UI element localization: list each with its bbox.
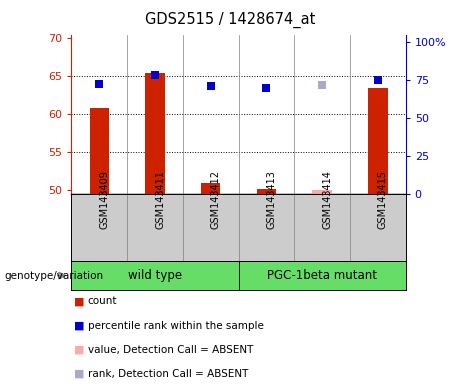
Text: ■: ■ (74, 296, 84, 306)
Text: value, Detection Call = ABSENT: value, Detection Call = ABSENT (88, 345, 253, 355)
Text: PGC-1beta mutant: PGC-1beta mutant (267, 269, 377, 282)
Text: count: count (88, 296, 117, 306)
Text: GSM143412: GSM143412 (211, 170, 221, 229)
Bar (257, 189, 276, 194)
Text: ■: ■ (74, 369, 84, 379)
Bar (368, 88, 388, 194)
Text: rank, Detection Call = ABSENT: rank, Detection Call = ABSENT (88, 369, 248, 379)
Text: GSM143413: GSM143413 (266, 170, 277, 229)
Text: ■: ■ (74, 321, 84, 331)
Bar (89, 108, 109, 194)
Text: GSM143415: GSM143415 (378, 170, 388, 229)
Text: GSM143409: GSM143409 (99, 170, 109, 229)
Text: GSM143411: GSM143411 (155, 170, 165, 229)
Text: ■: ■ (74, 345, 84, 355)
Bar (71, 261, 239, 290)
Text: GDS2515 / 1428674_at: GDS2515 / 1428674_at (145, 12, 316, 28)
Bar (313, 190, 332, 194)
Text: wild type: wild type (128, 269, 182, 282)
Text: genotype/variation: genotype/variation (5, 270, 104, 281)
Bar (238, 261, 406, 290)
Bar (201, 183, 220, 194)
Bar (145, 73, 165, 194)
Text: percentile rank within the sample: percentile rank within the sample (88, 321, 264, 331)
Text: GSM143414: GSM143414 (322, 170, 332, 229)
